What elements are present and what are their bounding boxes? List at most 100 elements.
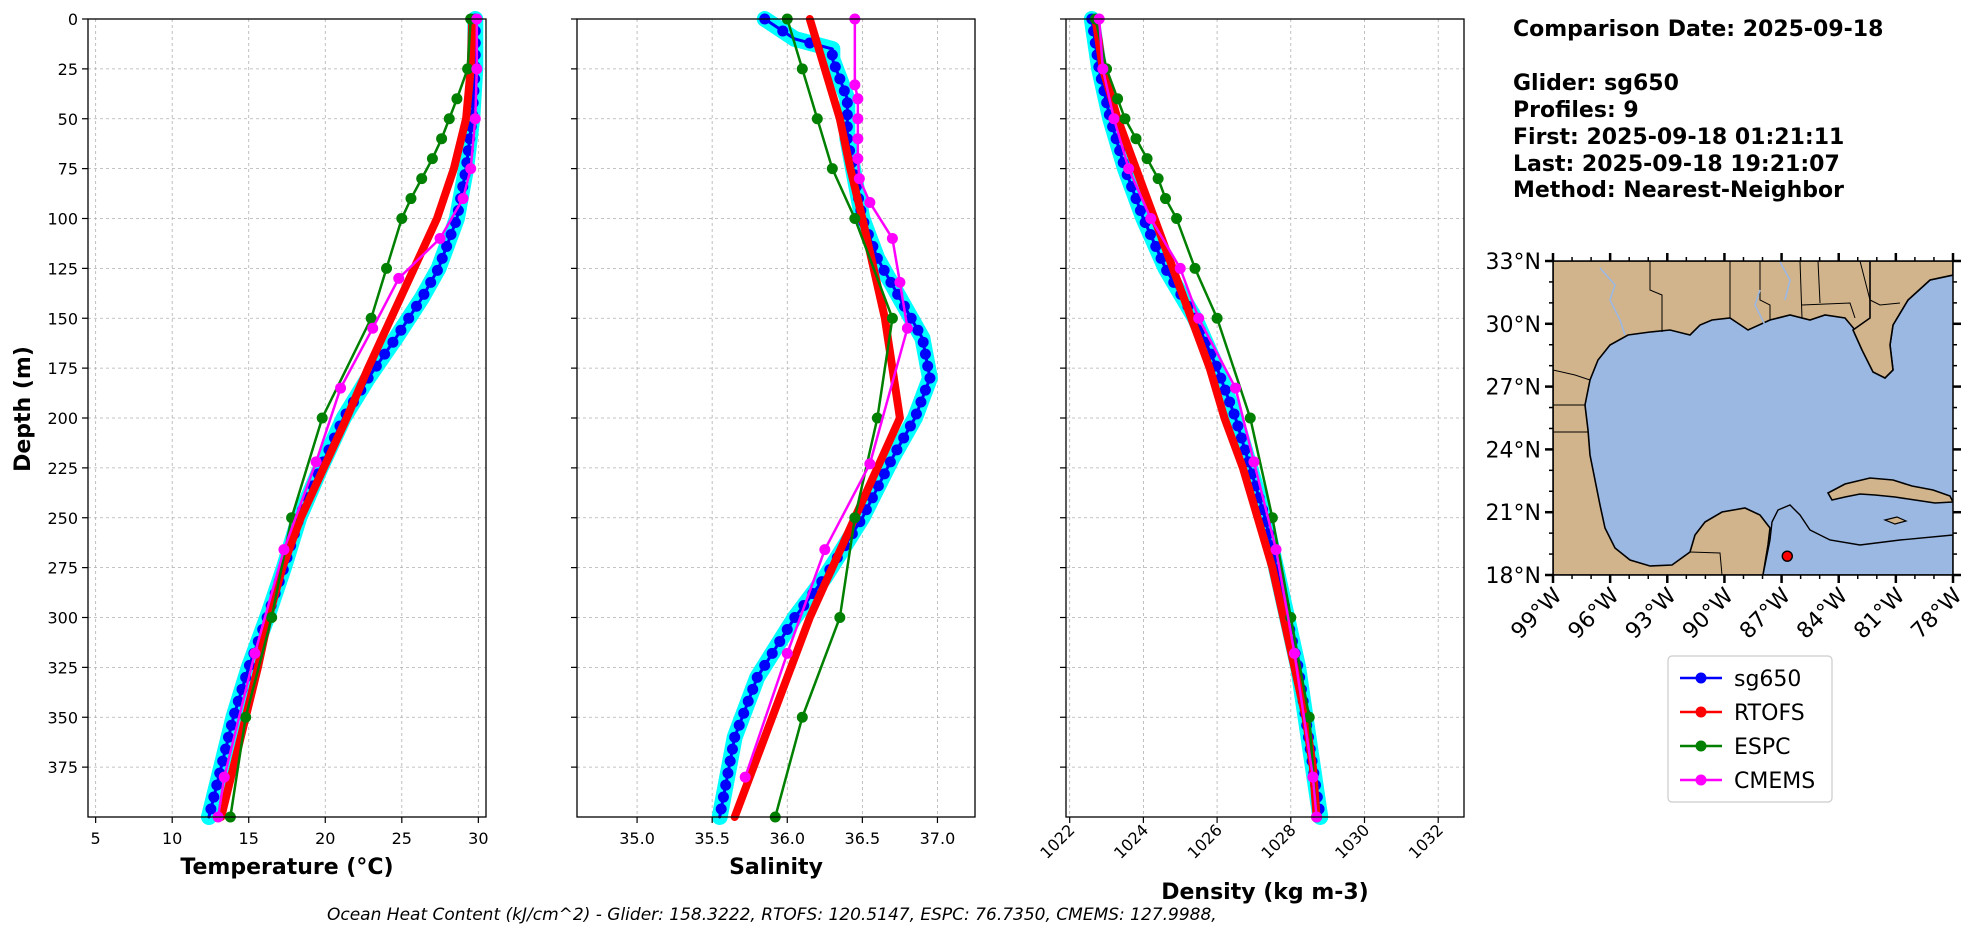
CMEMS-marker [278, 544, 290, 556]
sg650-marker [841, 97, 853, 109]
ESPC-marker [1244, 412, 1256, 424]
x-axis-label: Temperature (°C) [180, 855, 393, 880]
CMEMS-marker [1108, 113, 1120, 125]
sg650-marker [223, 731, 235, 743]
map-lon-label: 81°W [1849, 583, 1910, 644]
legend-swatch-marker [1695, 774, 1707, 786]
CMEMS-marker [1270, 544, 1282, 556]
sg650-marker [922, 360, 934, 372]
map-lat-label: 24°N [1486, 438, 1541, 463]
depth-axis-label: Depth (m) [11, 346, 36, 472]
map-lon-label: 87°W [1735, 583, 1796, 644]
y-tick-label: 300 [47, 609, 78, 628]
sg650-marker [225, 719, 237, 731]
sg650-marker [1235, 432, 1247, 444]
comparison-date: Comparison Date: 2025-09-18 [1513, 17, 1883, 42]
map-lon-label: 84°W [1792, 583, 1853, 644]
x-tick-label: 1022 [1036, 820, 1078, 862]
CMEMS-marker [469, 113, 481, 125]
info-block: Comparison Date: 2025-09-18 Glider: sg65… [1513, 17, 1883, 203]
x-tick-label: 1028 [1257, 820, 1299, 862]
map-cuba [1826, 477, 1953, 504]
map-florida [1851, 261, 1953, 379]
x-axis-label: Salinity [729, 855, 823, 880]
CMEMS-marker [864, 458, 876, 470]
CMEMS-line [216, 17, 479, 819]
CMEMS-marker [894, 276, 906, 288]
ESPC-marker [381, 262, 392, 274]
CMEMS-marker [852, 113, 864, 125]
sg650-marker [445, 228, 457, 240]
legend-swatch-marker [1695, 706, 1707, 718]
ESPC-marker [1160, 193, 1171, 205]
y-tick-label: 350 [47, 708, 78, 727]
CMEMS-marker [781, 647, 793, 659]
sg650-marker [411, 300, 423, 312]
ESPC-marker [1303, 711, 1315, 723]
sg650-marker [872, 480, 884, 492]
x-tick-label: 36.0 [769, 829, 805, 848]
y-tick-label: 25 [58, 60, 78, 79]
sg650-marker [441, 240, 453, 252]
CMEMS-marker [1145, 213, 1157, 224]
glider-name: Glider: sg650 [1513, 71, 1679, 96]
CMEMS-marker [471, 63, 483, 75]
sg650-marker [781, 623, 793, 635]
ocean-heat-content-footer: Ocean Heat Content (kJ/cm^2) - Glider: 1… [327, 905, 1217, 925]
sg650-marker [766, 647, 778, 659]
map-lat-label: 27°N [1486, 376, 1541, 401]
sg650-marker [838, 85, 850, 97]
CMEMS-marker [1174, 262, 1186, 274]
sg650-marker [841, 109, 853, 121]
last-time: Last: 2025-09-18 19:21:07 [1513, 152, 1840, 177]
CMEMS-marker [249, 647, 261, 659]
map-lat-label: 21°N [1486, 501, 1541, 526]
sg650-marker [205, 803, 217, 815]
CMEMS-marker [1307, 771, 1319, 783]
legend-label-sg650: sg650 [1734, 667, 1801, 692]
ESPC-marker [796, 711, 808, 723]
y-tick-label: 150 [47, 309, 78, 328]
sg650-marker [866, 492, 878, 504]
CMEMS-marker [852, 133, 864, 145]
ESPC-marker [849, 512, 861, 524]
CMEMS-marker [1193, 312, 1205, 324]
ESPC-marker [266, 612, 278, 623]
sg650-marker [738, 707, 750, 719]
ESPC-marker [849, 213, 861, 224]
ESPC-marker [436, 133, 448, 145]
ESPC-marker [1112, 93, 1124, 105]
x-tick-label: 25 [392, 829, 412, 848]
sg650-marker [1228, 408, 1240, 420]
ESPC-marker [416, 173, 428, 185]
x-tick-label: 5 [91, 829, 101, 848]
sg650-marker [898, 432, 910, 444]
sg650-marker [891, 444, 903, 456]
sg650-marker [403, 312, 415, 324]
sg650-marker [904, 420, 916, 432]
map-lat-label: 33°N [1486, 250, 1541, 275]
sg650-marker [884, 456, 896, 468]
y-tick-label: 375 [47, 758, 78, 777]
legend: sg650 RTOFS ESPC CMEMS [1667, 655, 1833, 803]
sg650-marker [717, 791, 729, 803]
ESPC-marker [451, 93, 463, 105]
ESPC-line [1094, 17, 1318, 819]
ESPC-line [229, 17, 472, 819]
sg650-marker [722, 767, 734, 779]
map-caribbean [1762, 504, 1953, 575]
map-lat-label: 18°N [1486, 564, 1541, 589]
sg650-marker [1219, 384, 1231, 396]
sg650-marker [1155, 252, 1167, 264]
sg650-marker [912, 324, 924, 336]
x-tick-label: 1024 [1110, 820, 1152, 862]
sg650-marker [742, 695, 754, 707]
sg650-marker [915, 396, 927, 408]
sg650-marker [425, 276, 437, 288]
sg650-marker [208, 791, 220, 803]
y-tick-label: 0 [68, 10, 78, 29]
x-tick-label: 30 [468, 829, 488, 848]
sg650-marker [910, 408, 922, 420]
CMEMS-marker [335, 382, 347, 394]
sg650-marker [759, 659, 771, 671]
